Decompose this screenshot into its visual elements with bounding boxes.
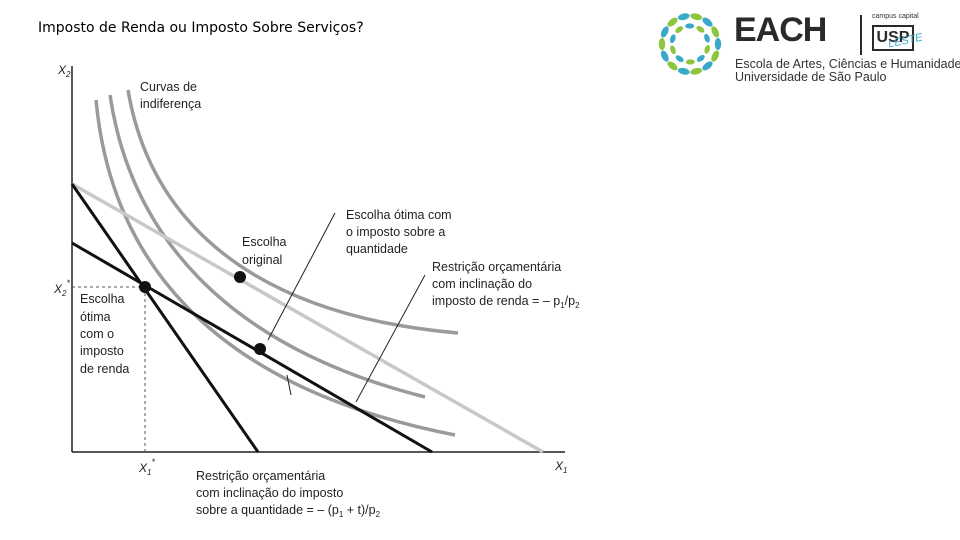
logo-petal xyxy=(696,54,705,62)
logo-petal xyxy=(690,13,703,21)
income-tax-budget-line xyxy=(71,241,433,454)
logo-petal xyxy=(667,17,678,27)
logo-petal xyxy=(714,38,722,50)
qty-budget-label: Restrição orçamentária com inclinação do… xyxy=(196,469,381,519)
logo-petal xyxy=(702,61,713,71)
quantity-tax-choice-point xyxy=(139,281,151,293)
original-choice-point xyxy=(234,271,246,283)
logo-petal xyxy=(685,23,695,29)
qty-choice-label: Escolha ótima com o imposto sobre a quan… xyxy=(346,208,455,256)
logo-petal xyxy=(711,50,720,62)
logo-petal xyxy=(702,17,713,27)
logo-petal xyxy=(677,67,690,75)
qty-line-pointer xyxy=(286,374,292,396)
logo-petal xyxy=(704,33,710,43)
income-choice-label: Escolha ótima com o imposto de renda xyxy=(80,292,129,376)
logo-divider xyxy=(860,15,862,55)
logo-petal xyxy=(669,34,676,44)
income-line-pointer xyxy=(355,274,426,403)
quantity-tax-budget-line xyxy=(70,183,260,453)
logo-petal xyxy=(711,26,720,38)
income-tax-choice-point xyxy=(254,343,266,355)
logo-university-name: Universidade de São Paulo xyxy=(735,70,887,84)
indifference-curve-mid xyxy=(108,94,426,399)
each-usp-logo: EACH campus capital USP LESTE Escola de … xyxy=(650,5,960,84)
income-budget-label: Restrição orçamentária com inclinação do… xyxy=(432,260,580,310)
original-budget-line xyxy=(71,182,544,454)
logo-petal xyxy=(667,61,678,71)
y-axis-label: X2 xyxy=(57,63,71,79)
indifference-curve-low xyxy=(94,99,456,437)
indifference-curves-label: Curvas de indiferença xyxy=(140,80,201,111)
logo-campus: campus capital xyxy=(872,13,919,20)
logo-petal xyxy=(696,25,705,33)
logo-usp: USP xyxy=(872,25,914,51)
qty-choice-pointer xyxy=(267,212,336,341)
logo-petal xyxy=(704,44,711,54)
logo-school-name: Escola de Artes, Ciências e Humanidades xyxy=(735,57,960,71)
logo-petal xyxy=(670,45,676,55)
original-choice-label: Escolha original xyxy=(242,235,290,267)
logo-petal xyxy=(675,26,684,34)
x2-star-label: X2* xyxy=(53,278,70,298)
logo-petal xyxy=(690,67,703,75)
logo-petal xyxy=(658,38,666,50)
logo-petal xyxy=(660,50,669,62)
logo-petal xyxy=(677,13,690,21)
indifference-curve-high xyxy=(126,89,459,335)
each-flower-icon xyxy=(658,13,722,75)
slide-title: Imposto de Renda ou Imposto Sobre Serviç… xyxy=(38,20,364,36)
logo-petal xyxy=(660,26,669,38)
logo-petal xyxy=(685,59,695,65)
x1-star-label: X1* xyxy=(138,457,155,477)
x-axis-label: X1 xyxy=(554,459,567,475)
logo-petal xyxy=(675,55,684,63)
logo-wordmark: EACH xyxy=(734,11,827,49)
